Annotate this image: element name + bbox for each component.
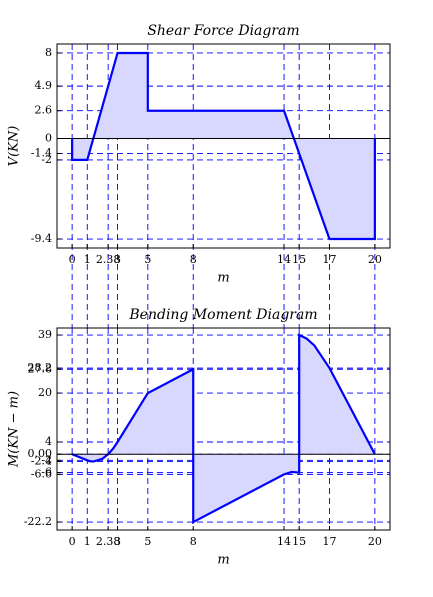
x-tick-label: 5 — [144, 253, 151, 266]
x-axis-label: m — [217, 271, 229, 286]
line — [71, 333, 376, 524]
chart-title: Shear Force Diagram — [147, 23, 299, 39]
y-tick-label: 0 — [45, 132, 52, 145]
axes-frame — [56, 327, 391, 531]
x-tick-label: 2.38 — [96, 535, 121, 548]
x-tick-label: 15 — [292, 535, 306, 548]
y-tick-label: -6 — [41, 466, 52, 479]
x-tick-label: 17 — [322, 253, 336, 266]
x-tick-label: 2.38 — [96, 253, 121, 266]
y-tick-label: 27.8 — [28, 362, 53, 375]
x-tick-label: 17 — [322, 535, 336, 548]
x-tick-label: 3 — [114, 535, 121, 548]
y-tick-label: -2.4 — [31, 455, 52, 468]
y-tick-label: -9.4 — [31, 232, 52, 245]
x-tick-label: 8 — [190, 253, 197, 266]
y-tick-label: -2 — [41, 153, 52, 166]
x-tick-label: 0 — [69, 253, 76, 266]
line — [71, 51, 376, 241]
y-axis-label: V(KN) — [7, 126, 22, 167]
x-tick-label: 20 — [368, 253, 382, 266]
y-tick-label: 39 — [38, 328, 52, 341]
y-tick-label: 8 — [45, 46, 52, 59]
y-tick-label: -1.4 — [31, 146, 52, 159]
x-tick-label: 8 — [190, 535, 197, 548]
y-tick-label: -6.6 — [31, 467, 52, 480]
x-axis-label: m — [217, 553, 229, 568]
y-tick-label: 2.6 — [35, 104, 53, 117]
x-tick-label: 1 — [84, 253, 91, 266]
x-tick-label: 1 — [84, 535, 91, 548]
x-tick-label: 3 — [114, 253, 121, 266]
x-tick-label: 14 — [277, 253, 291, 266]
x-tick-label: 15 — [292, 253, 306, 266]
y-tick-label: -2 — [41, 453, 52, 466]
y-axis-label: M(KN − m) — [7, 391, 22, 468]
y-tick-label: 20 — [38, 386, 52, 399]
y-tick-label: -22.2 — [24, 515, 52, 528]
x-tick-label: 20 — [368, 535, 382, 548]
x-tick-label: 5 — [144, 535, 151, 548]
axes-frame — [56, 43, 391, 249]
y-tick-label: 4.9 — [35, 79, 53, 92]
x-tick-label: 0 — [69, 535, 76, 548]
y-tick-label: 28.2 — [28, 361, 53, 374]
x-tick-label: 14 — [277, 535, 291, 548]
y-tick-label: 4 — [45, 435, 52, 448]
chart-title: Bending Moment Diagram — [128, 307, 317, 323]
y-tick-label: 0.00 — [28, 447, 53, 460]
